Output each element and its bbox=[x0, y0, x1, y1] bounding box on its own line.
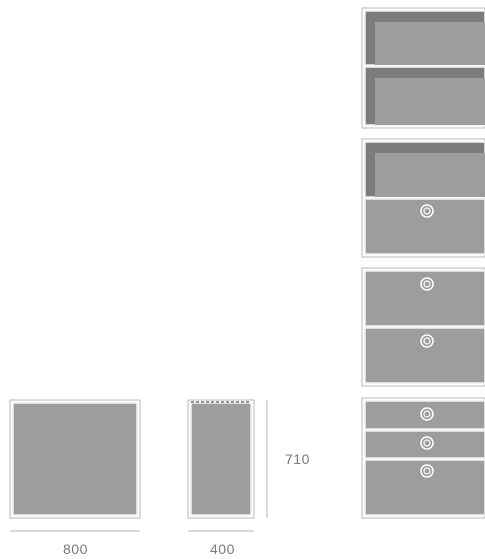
side-view bbox=[187, 399, 255, 519]
width-dimension-label: 800 bbox=[63, 541, 88, 557]
depth-dimension-label: 400 bbox=[210, 541, 235, 557]
module-three-drawers bbox=[361, 397, 485, 519]
height-dimension-label: 710 bbox=[285, 451, 310, 467]
module-two-drawers bbox=[361, 267, 485, 387]
drawer-knob-icon bbox=[420, 204, 434, 218]
front-view bbox=[9, 399, 141, 519]
module-open-shelf-and-drawer bbox=[361, 138, 485, 258]
drawer-knob-icon bbox=[420, 334, 434, 348]
drawer-knob-icon bbox=[420, 436, 434, 450]
drawer-knob-icon bbox=[420, 464, 434, 478]
drawer-knob-icon bbox=[420, 277, 434, 291]
drawer-knob-icon bbox=[420, 407, 434, 421]
module-two-open-shelves bbox=[361, 7, 485, 129]
